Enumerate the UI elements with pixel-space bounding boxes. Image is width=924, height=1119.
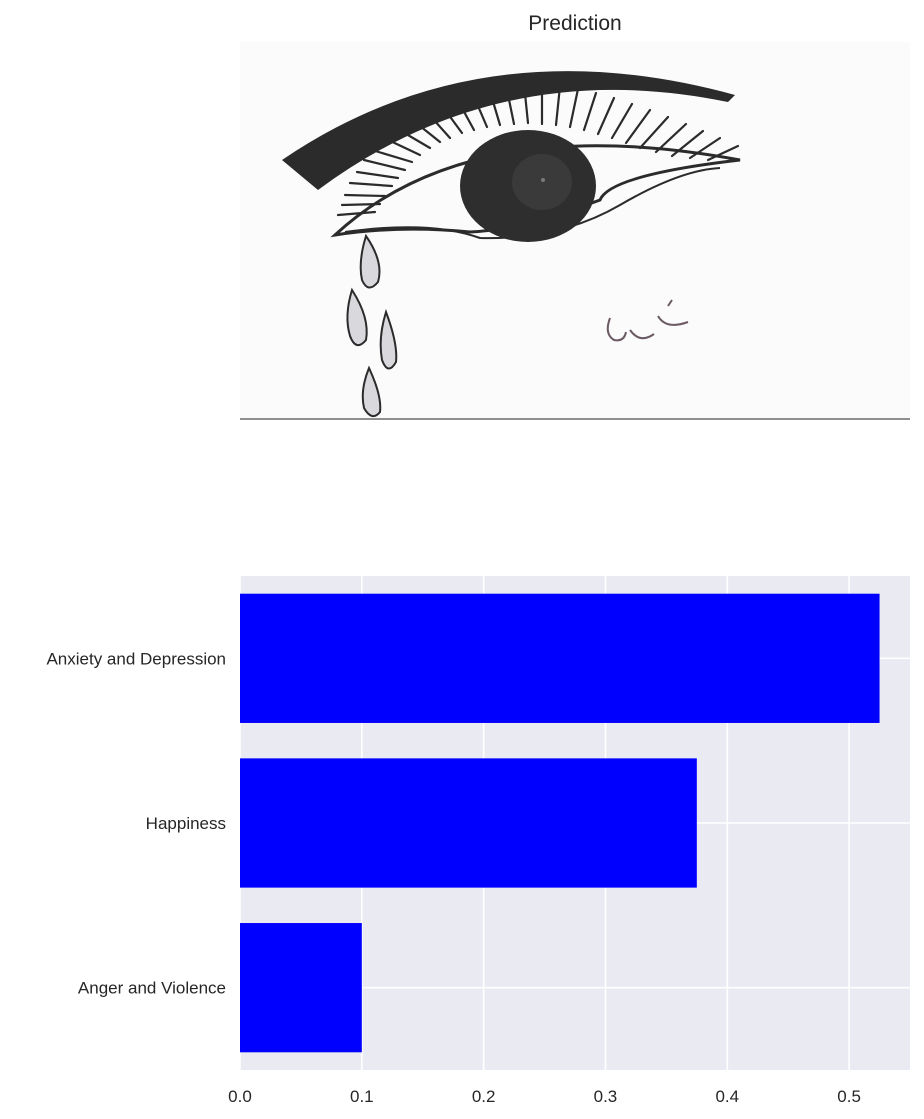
tears-icon [346,233,398,418]
y-tick-label: Happiness [146,814,226,833]
bars [240,593,880,1053]
eyelashes-icon [336,82,740,217]
y-tick-label: Anxiety and Depression [46,649,226,668]
figure-title: Prediction [528,12,621,35]
x-tick-labels: 0.0 0.1 0.2 0.3 0.4 0.5 [228,1087,861,1106]
x-tick-label: 0.2 [472,1087,496,1106]
x-tick-label: 0.5 [837,1087,861,1106]
drawing-panel [240,42,910,420]
pupil-dot-icon [541,178,545,182]
x-tick-label: 0.0 [228,1087,252,1106]
signature-icon [606,299,689,342]
bar-2 [240,758,697,888]
bar-chart: Anxiety and Depression Happiness Anger and… [46,576,910,1106]
bar-3 [240,923,362,1053]
x-tick-label: 0.3 [594,1087,618,1106]
x-tick-label: 0.1 [350,1087,374,1106]
pupil-highlight-icon [512,154,572,210]
x-tick-label: 0.4 [715,1087,739,1106]
y-tick-labels: Anxiety and Depression Happiness Anger and… [46,649,226,997]
y-tick-label: Anger and Violence [78,979,226,998]
bar-1 [240,593,880,723]
